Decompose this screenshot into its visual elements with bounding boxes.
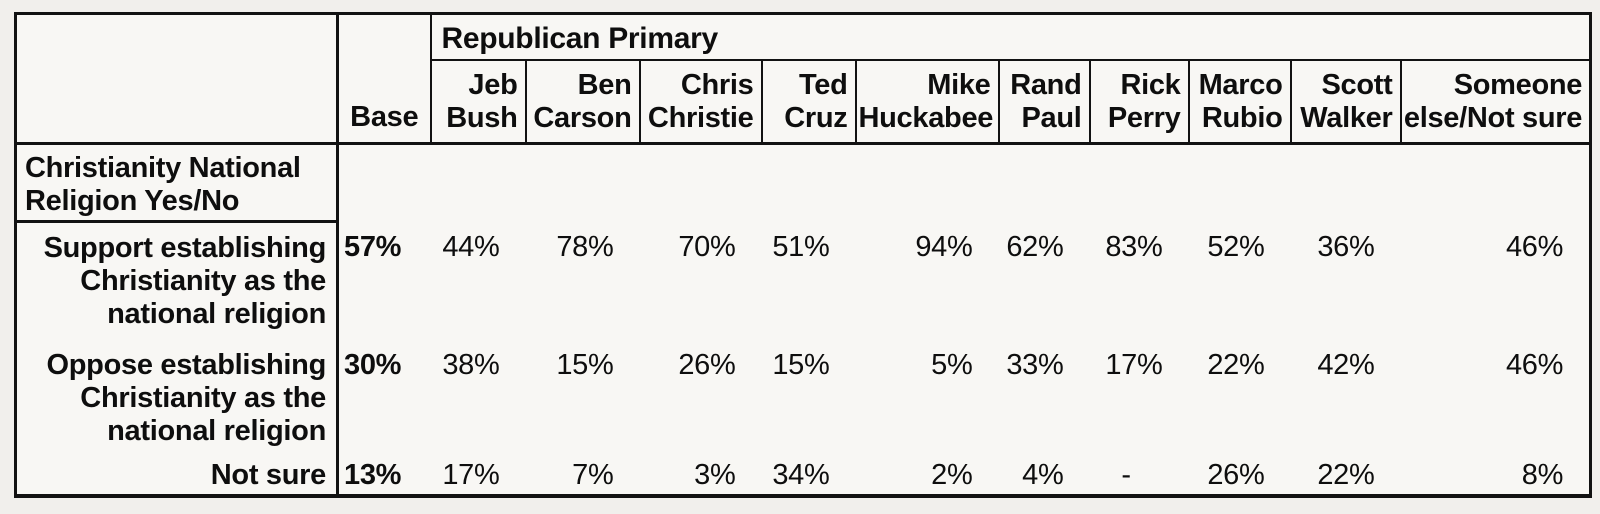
value-cell: 7% [572,458,614,491]
col-header-scott-walker: Scott Walker [1289,59,1402,145]
section-title: Christianity National Religion Yes/No [15,143,339,223]
value-cell: 8% [1521,458,1564,491]
value-cell: 52% [1207,230,1265,263]
base-column-header: Base [337,13,432,145]
poll-crosstab-table: Base Republican Primary Jeb Bush Ben Car… [14,12,1593,498]
col-header-rick-perry: Rick Perry [1088,59,1190,145]
base-value-cell: 30% [344,348,402,381]
section-empty-cell [338,144,1591,222]
value-cell: 46% [1505,230,1564,263]
row-label-support: Support establishing Christianity as the… [15,221,339,340]
section-header-row: Christianity National Religion Yes/No [15,143,1591,223]
value-cell: 4% [1022,458,1064,491]
col-header-mike-huckabee: Mike Huckabee [854,59,1000,145]
col-header-chris-christie: Chris Christie [638,59,763,145]
col-header-ben-carson: Ben Carson [524,59,641,145]
value-cell: 22% [1317,458,1375,491]
col-header-jeb-bush: Jeb Bush [429,59,527,145]
value-cell: 34% [772,458,830,491]
candidate-header-row: Jeb Bush Ben Carson Chris Christie Ted C… [16,59,1592,145]
table-row-not-sure: Not sure 13% 17% 7% 3% 34% 2% 4% - 26% 2… [15,449,1591,496]
value-cell: 15% [772,348,830,381]
value-cell: 15% [556,348,614,381]
value-cell: 46% [1505,348,1564,381]
table-row-oppose: Oppose establishing Christianity as the … [15,339,1591,450]
row-label-oppose: Oppose establishing Christianity as the … [15,339,339,450]
value-cell-no-data: - [1121,458,1131,491]
value-cell: 36% [1317,230,1375,263]
value-cell: 94% [915,230,973,263]
value-cell: 33% [1006,348,1064,381]
value-cell: 51% [772,230,830,263]
col-header-someone-else: Someone else/Not sure [1399,59,1592,145]
value-cell: 26% [1207,458,1265,491]
value-cell: 17% [442,458,500,491]
corner-cell [15,13,339,145]
value-cell: 83% [1105,230,1163,263]
page: Base Republican Primary Jeb Bush Ben Car… [14,12,1593,498]
col-header-ted-cruz: Ted Cruz [760,59,857,145]
group-header-republican-primary: Republican Primary [430,13,1591,61]
value-cell: 42% [1317,348,1375,381]
base-value-cell: 13% [344,458,402,491]
value-cell: 26% [678,348,736,381]
value-cell: 70% [678,230,736,263]
col-header-rand-paul: Rand Paul [997,59,1091,145]
value-cell: 44% [442,230,500,263]
value-cell: 3% [694,458,736,491]
value-cell: 17% [1105,348,1163,381]
row-label-not-sure: Not sure [15,449,339,496]
col-header-marco-rubio: Marco Rubio [1187,59,1292,145]
group-header-row: Base Republican Primary [15,13,1591,145]
base-value-cell: 57% [344,230,402,263]
value-cell: 38% [442,348,500,381]
value-cell: 22% [1207,348,1265,381]
table-row-support: Support establishing Christianity as the… [15,221,1591,340]
value-cell: 2% [931,458,973,491]
value-cell: 62% [1006,230,1064,263]
value-cell: 78% [556,230,614,263]
value-cell: 5% [931,348,973,381]
